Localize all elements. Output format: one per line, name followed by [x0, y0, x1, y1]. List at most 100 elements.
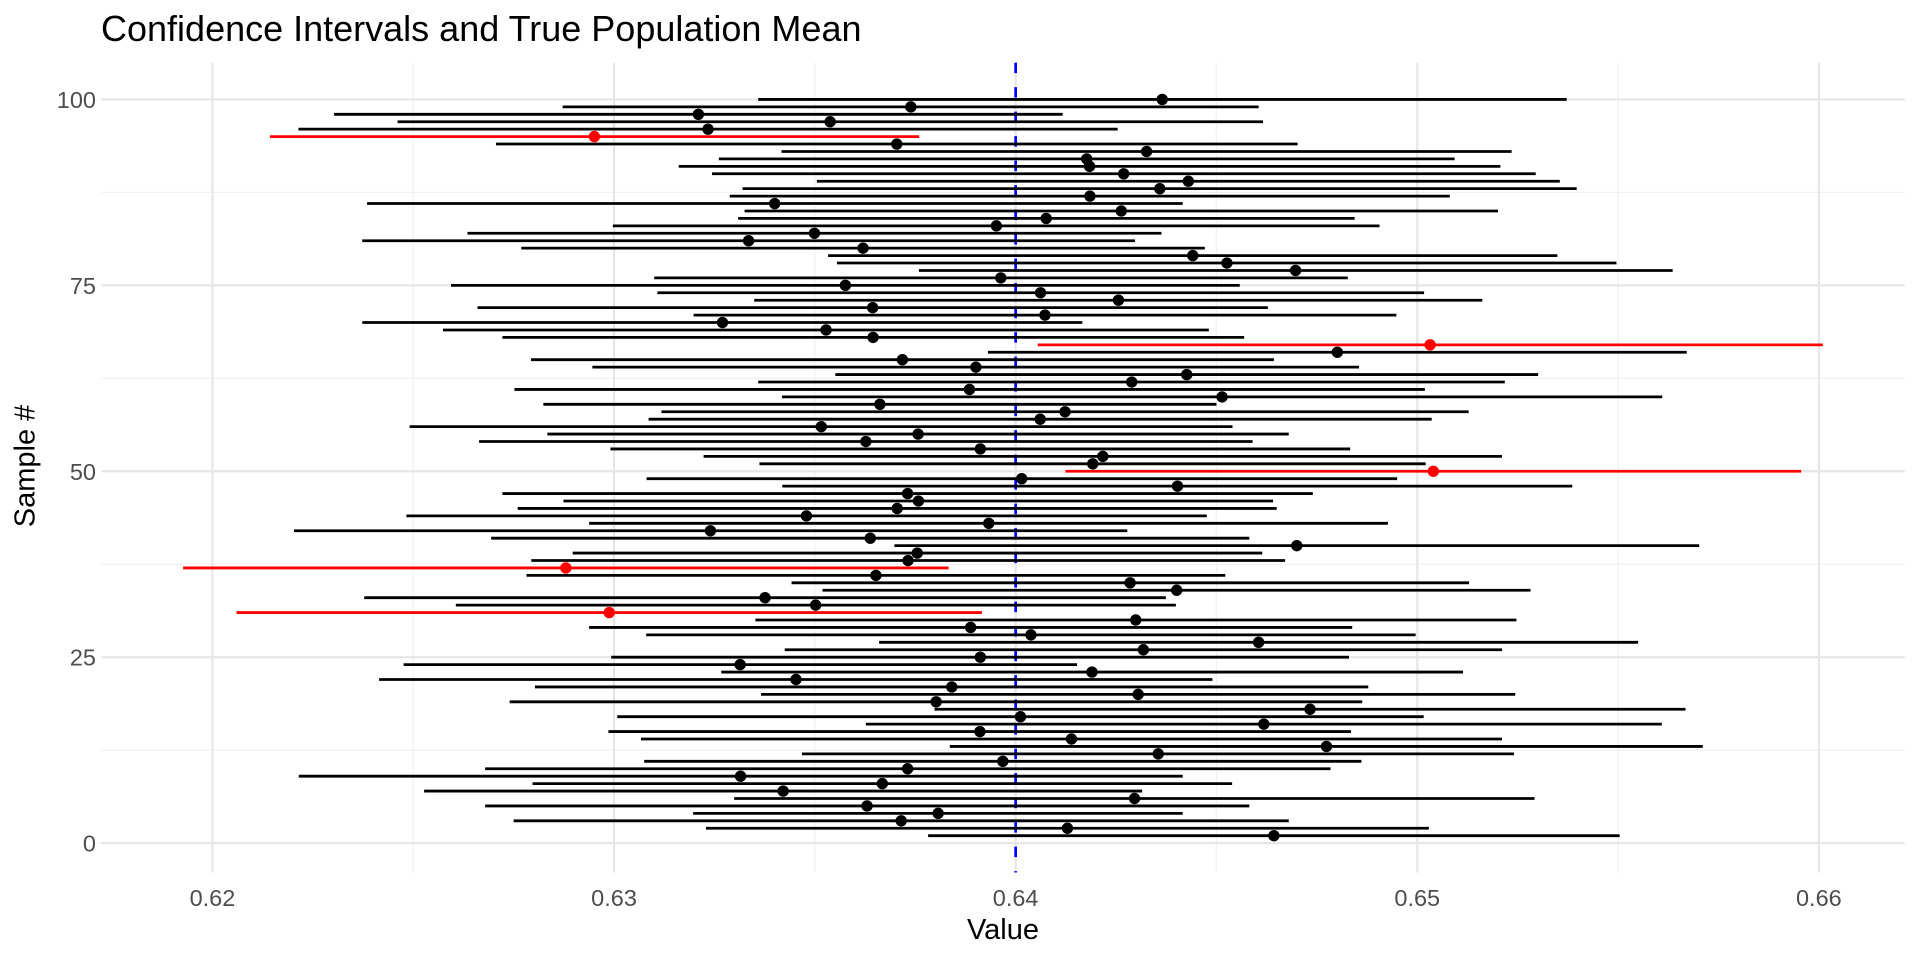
ci-point-sample-34 — [1170, 584, 1183, 596]
ci-point-sample-57 — [1034, 413, 1046, 425]
ci-point-sample-30 — [1130, 614, 1142, 626]
x-axis-title: Value — [966, 914, 1040, 946]
ci-point-sample-5 — [861, 800, 873, 812]
ci-point-sample-28 — [1025, 629, 1037, 641]
ci-point-sample-77 — [1289, 264, 1302, 277]
ci-point-sample-26 — [1137, 644, 1150, 656]
ci-point-sample-100 — [1156, 93, 1168, 106]
ci-point-sample-33 — [759, 591, 771, 604]
ci-point-sample-53 — [974, 443, 987, 455]
ci-point-sample-59 — [874, 398, 886, 411]
ci-point-sample-95 — [588, 130, 601, 143]
ci-point-sample-74 — [1034, 287, 1047, 299]
ci-point-sample-89 — [1182, 175, 1195, 187]
ci-point-sample-92 — [1081, 153, 1093, 165]
ci-point-sample-10 — [901, 763, 914, 775]
ci-point-sample-84 — [1040, 212, 1052, 225]
ci-point-sample-75 — [839, 279, 852, 292]
ci-point-sample-88 — [1154, 182, 1166, 195]
ci-point-sample-40 — [1291, 539, 1303, 552]
ci-point-sample-64 — [970, 361, 982, 373]
ci-point-sample-29 — [964, 621, 977, 634]
ci-point-sample-98 — [692, 108, 705, 120]
ci-point-sample-72 — [866, 301, 879, 314]
x-tick-label: 0.65 — [1394, 885, 1440, 911]
ci-point-sample-71 — [1039, 309, 1051, 321]
y-tick-label: 50 — [70, 459, 96, 485]
ci-point-sample-65 — [896, 354, 909, 366]
ci-point-sample-3 — [895, 815, 907, 827]
ci-point-sample-60 — [1216, 391, 1228, 403]
ci-point-sample-90 — [1117, 168, 1130, 180]
ci-point-sample-24 — [734, 658, 746, 671]
ci-point-sample-20 — [1132, 688, 1144, 701]
ci-point-sample-4 — [932, 807, 944, 820]
ci-point-sample-9 — [734, 770, 747, 782]
ci-point-sample-83 — [990, 220, 1003, 232]
ci-point-sample-62 — [1126, 376, 1138, 388]
ci-point-sample-50 — [1427, 465, 1440, 477]
ci-point-sample-86 — [768, 197, 781, 210]
plot-title: Confidence Intervals and True Population… — [101, 8, 862, 49]
x-tick-label: 0.62 — [190, 885, 236, 911]
y-tick-label: 25 — [70, 645, 96, 671]
ci-point-sample-25 — [974, 651, 987, 663]
ci-point-sample-47 — [901, 487, 914, 500]
ci-point-sample-78 — [1221, 257, 1233, 269]
ci-point-sample-66 — [1331, 346, 1344, 358]
ci-point-sample-42 — [704, 525, 717, 537]
ci-point-sample-16 — [1258, 718, 1270, 730]
ci-point-sample-37 — [560, 562, 572, 574]
ci-point-sample-63 — [1181, 368, 1193, 381]
ci-point-sample-32 — [809, 599, 822, 611]
ci-point-sample-79 — [1187, 249, 1199, 262]
ci-point-sample-49 — [1015, 473, 1028, 485]
ci-point-sample-12 — [1152, 748, 1164, 760]
y-tick-label: 0 — [83, 831, 96, 857]
x-tick-label: 0.63 — [591, 885, 637, 911]
ci-point-sample-54 — [860, 435, 872, 448]
y-tick-label: 100 — [57, 87, 96, 113]
ci-point-sample-97 — [824, 116, 836, 128]
ci-point-sample-52 — [1097, 450, 1109, 463]
ci-point-sample-68 — [867, 331, 879, 344]
ci-point-sample-39 — [911, 547, 923, 559]
ci-point-sample-23 — [1086, 666, 1098, 678]
ci-point-sample-41 — [864, 532, 876, 544]
ci-point-sample-44 — [800, 510, 813, 522]
ci-point-sample-17 — [1014, 710, 1027, 723]
ci-point-sample-35 — [1124, 577, 1136, 589]
ci-point-sample-22 — [790, 673, 802, 686]
ci-point-sample-61 — [963, 383, 976, 396]
x-tick-label: 0.64 — [993, 885, 1039, 911]
ci-point-sample-67 — [1424, 339, 1436, 351]
ci-point-sample-21 — [946, 681, 958, 693]
ci-point-sample-55 — [912, 428, 924, 440]
ci-point-sample-51 — [1087, 458, 1099, 470]
ci-point-sample-56 — [815, 420, 827, 433]
ci-point-sample-93 — [1140, 145, 1153, 158]
ci-point-sample-38 — [902, 554, 914, 567]
ci-point-sample-31 — [603, 606, 615, 619]
ci-point-sample-19 — [930, 696, 942, 708]
ci-point-sample-27 — [1252, 636, 1265, 649]
y-tick-label: 75 — [70, 273, 96, 299]
ci-point-sample-36 — [870, 569, 882, 582]
ci-point-sample-13 — [1320, 740, 1333, 753]
ci-point-sample-73 — [1112, 294, 1125, 306]
ci-point-sample-81 — [742, 235, 755, 247]
ci-point-sample-85 — [1115, 205, 1127, 217]
ci-point-sample-11 — [997, 755, 1009, 768]
y-axis-title: Sample # — [9, 404, 42, 528]
ci-point-sample-8 — [876, 777, 889, 790]
x-tick-label: 0.66 — [1796, 885, 1842, 911]
ci-point-sample-82 — [808, 227, 821, 239]
ci-point-sample-80 — [857, 242, 869, 254]
ci-point-sample-48 — [1171, 480, 1184, 492]
ci-point-sample-70 — [716, 316, 729, 329]
ci-point-sample-94 — [891, 138, 903, 150]
ci-point-sample-99 — [905, 101, 917, 113]
ci-point-sample-43 — [983, 517, 995, 530]
